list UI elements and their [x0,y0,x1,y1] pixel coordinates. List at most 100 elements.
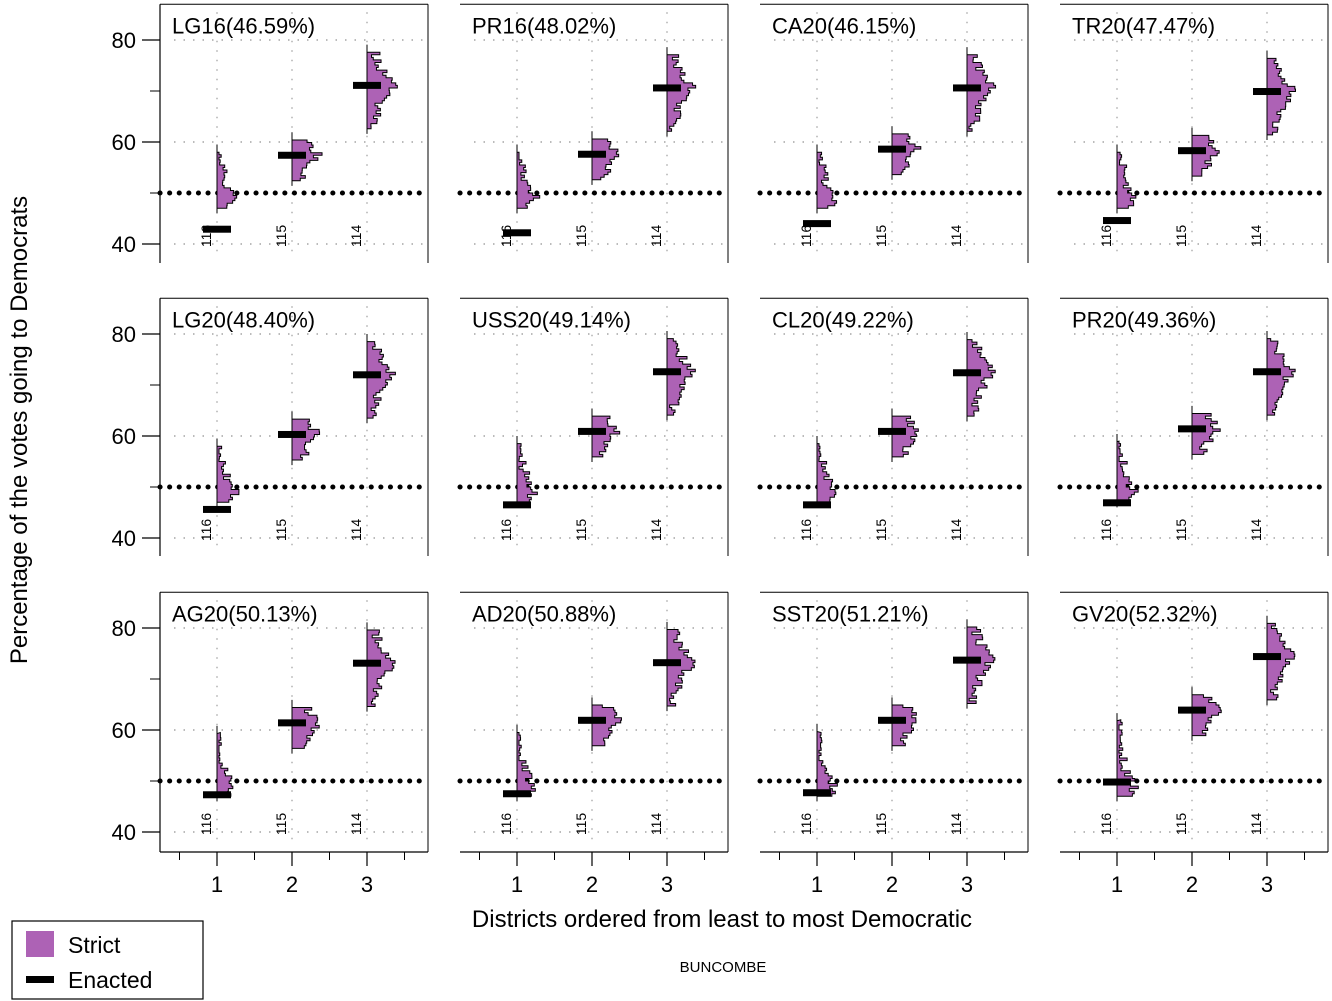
strict-histogram-3: 114 [348,334,396,542]
strict-bars [891,133,922,176]
strict-histogram-1: 116 [198,725,234,835]
panel-0: 40 60 80 116 115 114 LG16(46.59%) [112,3,431,263]
enacted-marker-1 [203,791,231,799]
enacted-marker-3 [653,659,681,667]
enacted-marker-3 [953,84,981,92]
enacted-marker-1 [203,505,231,513]
x-tick-label: 2 [1186,872,1198,897]
panel-4: 40 60 80 116 115 114 LG20(48.40%) [112,297,431,556]
panel-title: SST20(51.21%) [772,601,929,626]
district-label: 115 [573,519,589,542]
panel-2: 116 115 114 CA20(46.15%) [757,3,1031,263]
enacted-marker-1 [503,501,531,509]
strict-histogram-2: 115 [1173,687,1222,836]
strict-histogram-1: 116 [798,723,838,835]
strict-histogram-3: 114 [1248,615,1296,836]
enacted-marker-2 [878,145,906,153]
strict-bars [1191,694,1222,737]
strict-bars [366,341,396,419]
district-label: 115 [1173,519,1189,542]
district-label: 114 [1248,519,1264,542]
strict-histogram-1: 116 [198,144,238,247]
strict-histogram-2: 115 [873,697,917,835]
district-label: 114 [948,519,964,542]
enacted-marker-1 [1103,778,1131,786]
panel-11: 1 2 3 116 115 114 GV20(52.32%) [1057,591,1331,897]
strict-bars [1266,338,1296,416]
strict-bars [216,731,234,797]
strict-bars [1116,151,1137,209]
x-tick-label: 3 [361,872,373,897]
strict-bars [591,415,621,458]
district-label: 116 [1098,813,1114,836]
district-label: 114 [948,813,964,836]
panel-title: CL20(49.22%) [772,307,914,332]
strict-histogram-3: 114 [948,619,996,836]
x-tick-label: 2 [886,872,898,897]
enacted-marker-2 [578,427,606,435]
strict-bars [291,707,320,749]
y-tick-label: 60 [112,424,136,449]
district-label: 114 [648,225,664,248]
district-label: 116 [1098,225,1114,248]
strict-bars [666,338,696,416]
district-label: 116 [798,519,814,542]
panel-title: GV20(52.32%) [1072,601,1218,626]
enacted-marker-1 [803,501,831,509]
strict-bars [891,415,919,458]
district-label: 115 [1173,813,1189,836]
x-tick-label: 1 [511,872,523,897]
strict-histogram-1: 116 [798,144,838,248]
x-tick-label: 3 [961,872,973,897]
district-label: 116 [498,519,514,542]
strict-bars [1266,622,1296,701]
district-label: 115 [873,519,889,542]
enacted-marker-2 [1178,425,1206,433]
district-label: 116 [498,813,514,836]
y-tick-label: 40 [112,526,136,551]
x-tick-label: 1 [1111,872,1123,897]
strict-bars [291,418,321,461]
legend-strict-swatch [26,931,54,957]
strict-bars [966,54,997,132]
enacted-marker-3 [1253,88,1281,96]
district-label: 115 [273,813,289,836]
district-label: 115 [573,813,589,836]
district-label: 114 [1248,813,1264,836]
district-label: 116 [798,225,814,248]
y-tick-label: 80 [112,322,136,347]
district-label: 115 [873,225,889,248]
strict-bars [291,139,323,182]
district-label: 116 [498,225,514,248]
x-tick-label: 1 [211,872,223,897]
strict-histogram-1: 116 [1098,713,1139,836]
x-tick-label: 2 [586,872,598,897]
strict-histogram-3: 114 [1248,330,1296,542]
panel-title: PR16(48.02%) [472,13,616,38]
strict-bars [816,730,838,797]
panel-title: LG16(46.59%) [172,13,315,38]
x-axis-title: Districts ordered from least to most Dem… [472,906,972,933]
strict-histogram-2: 115 [873,126,922,248]
panel-10: 1 2 3 116 115 114 SST20(51.21%) [757,591,1031,897]
district-label: 115 [1173,225,1189,248]
strict-bars [591,138,620,181]
strict-bars [366,629,396,708]
strict-histogram-2: 115 [573,408,621,542]
district-label: 114 [348,519,364,542]
footer-label: BUNCOMBE [680,959,767,976]
district-label: 115 [573,225,589,248]
strict-histogram-3: 114 [648,47,697,248]
enacted-marker-3 [353,371,381,379]
enacted-marker-3 [953,656,981,664]
district-label: 114 [948,225,964,248]
legend-strict-label: Strict [68,932,121,958]
strict-histogram-3: 114 [348,44,398,247]
enacted-marker-1 [503,790,531,798]
enacted-marker-3 [653,84,681,92]
enacted-marker-2 [578,716,606,724]
strict-histogram-2: 115 [1173,127,1220,248]
strict-histogram-1: 116 [198,438,240,541]
enacted-marker-1 [503,229,531,237]
enacted-marker-3 [353,659,381,667]
